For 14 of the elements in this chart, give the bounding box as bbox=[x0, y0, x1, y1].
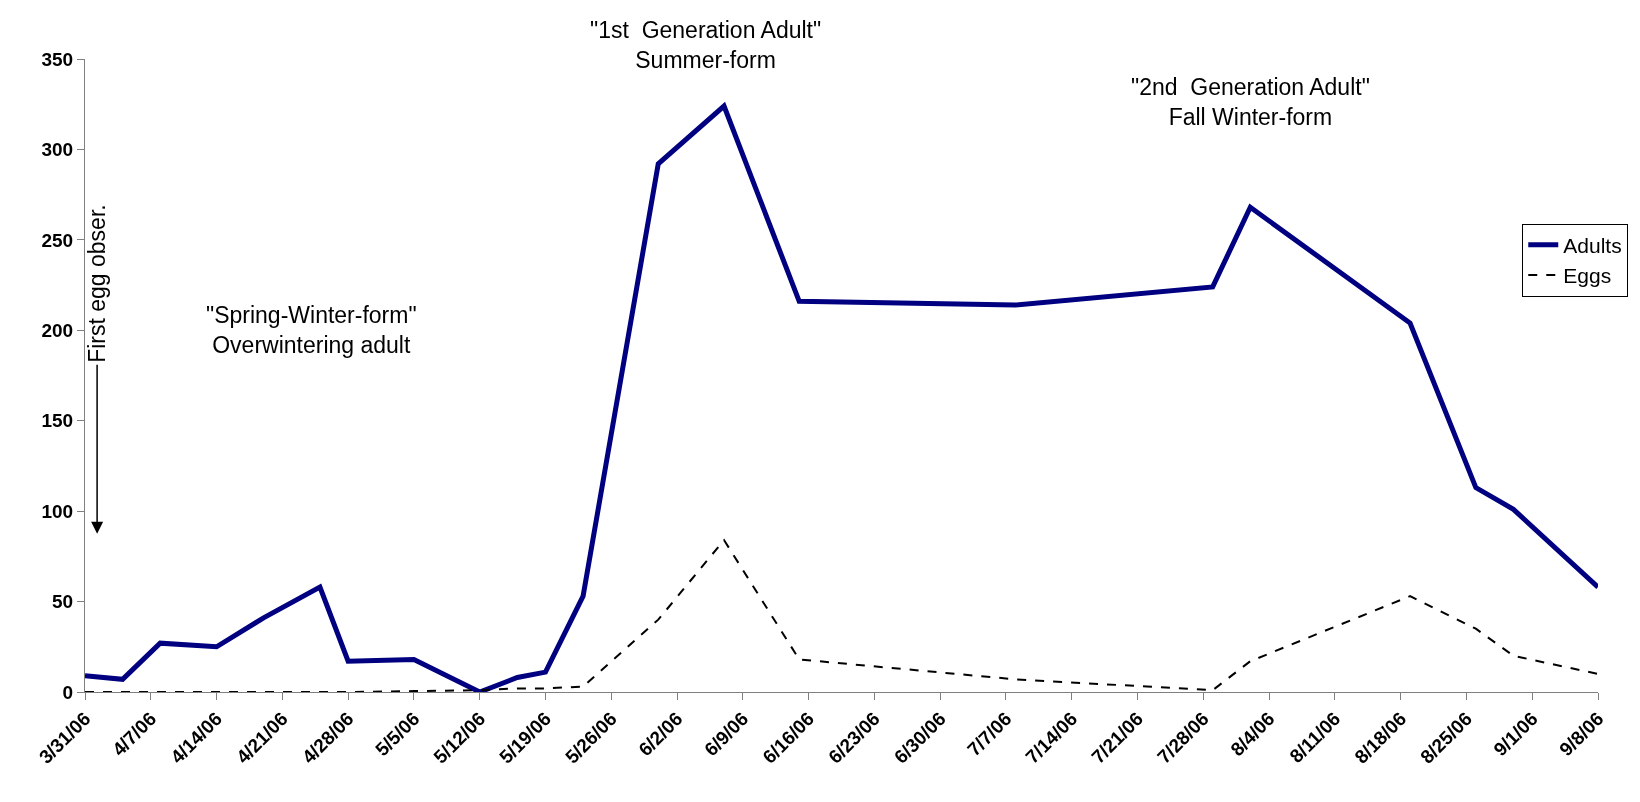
annotation: "Spring-Winter-form" Overwintering adult bbox=[206, 302, 417, 358]
y-tick-label: 150 bbox=[41, 410, 74, 432]
y-tick-label: 0 bbox=[62, 681, 74, 703]
annotation: "1st Generation Adult" Summer-form bbox=[590, 17, 822, 73]
legend-label: Eggs bbox=[1563, 264, 1612, 288]
annotation: "2nd Generation Adult" Fall Winter-form bbox=[1131, 74, 1370, 130]
legend-label: Adults bbox=[1563, 233, 1622, 257]
y-tick-label: 200 bbox=[41, 319, 74, 341]
y-tick-label: 100 bbox=[41, 500, 74, 522]
annotation: First egg obser. bbox=[84, 204, 111, 363]
y-tick-label: 350 bbox=[41, 48, 74, 70]
y-tick-label: 50 bbox=[52, 591, 74, 613]
y-tick-label: 250 bbox=[41, 229, 74, 251]
y-tick-label: 300 bbox=[41, 139, 74, 161]
